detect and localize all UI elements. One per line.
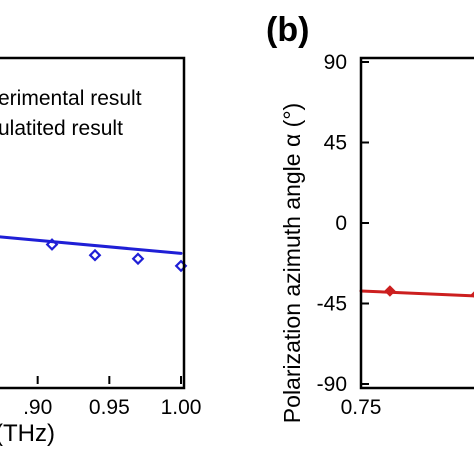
legend-label-simulated: ulatited result [0, 117, 123, 140]
panel-b-series-1-line [359, 289, 474, 298]
panel-b-tick-layer: 0.750.8090450-45-90 [317, 51, 382, 419]
panel-a-x-tick-label-0: .90 [23, 396, 52, 419]
panel-a-series-0-point-1 [88, 248, 102, 262]
panel-a-x-tick-label-1: 0.95 [89, 396, 130, 419]
panel-b-y-axis-label: Polarization azimuth angle α (°) [279, 103, 305, 423]
panel-a: .90 0.95 1.00 erimental result ulatited re… [0, 56, 201, 447]
panel-a-x-axis-label: (THz) [0, 420, 55, 447]
panel-b-x-tick-label-0: 0.75 [341, 396, 382, 419]
panel-a-series-1-line [0, 235, 183, 255]
panel-b: 0.750.8090450-45-90 (b) Polarization azi… [266, 11, 474, 423]
panel-b-plot-frame [359, 56, 474, 390]
panel-b-series-0-point-0 [384, 285, 396, 297]
panel-a-series-0-point-2 [131, 252, 145, 266]
panel-a-x-tick-label-2: 1.00 [161, 396, 202, 419]
panel-b-y-tick-label-1: 45 [324, 132, 347, 155]
panel-b-y-tick-label-4: -90 [317, 373, 347, 396]
legend-label-experimental: erimental result [0, 87, 142, 110]
panel-b-y-tick-label-2: 0 [335, 212, 347, 235]
panel-b-y-tick-label-0: 90 [324, 51, 347, 74]
panel-b-label: (b) [266, 11, 309, 49]
panel-a-series-0-point-0 [45, 238, 59, 251]
panel-a-series-layer [0, 235, 183, 255]
panel-b-y-tick-label-3: -45 [317, 293, 347, 316]
panel-a-tick-layer: .90 0.95 1.00 [23, 376, 201, 419]
panel-b-series-layer [359, 289, 474, 298]
panel-a-plot-frame [0, 56, 186, 390]
